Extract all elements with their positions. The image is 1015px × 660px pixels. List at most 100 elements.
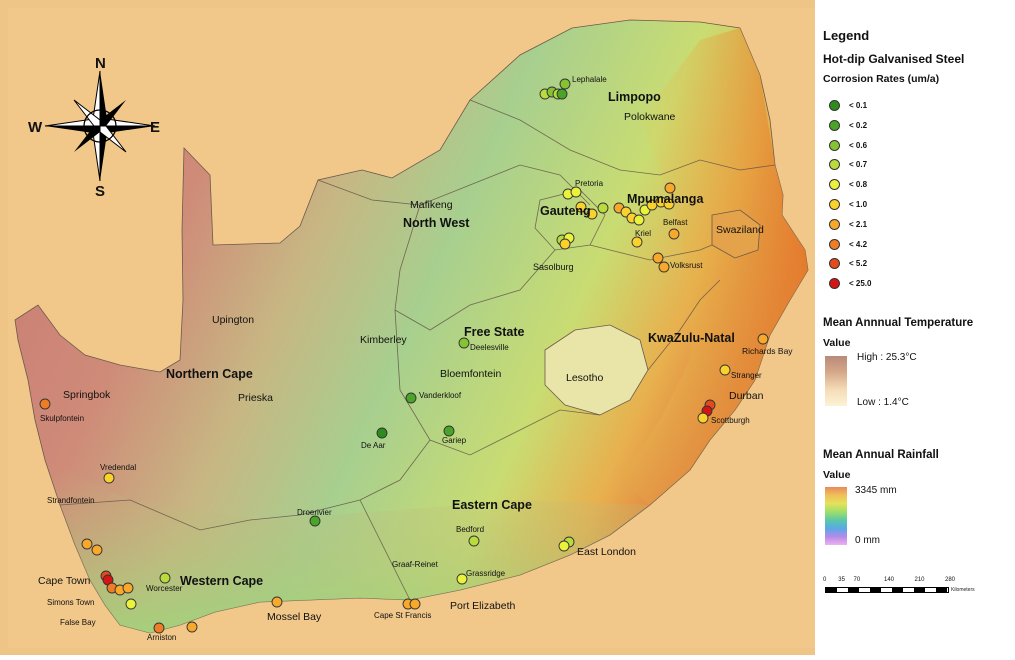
site-marker xyxy=(597,202,609,214)
site-marker xyxy=(456,573,468,585)
provincial-boundaries xyxy=(59,99,776,601)
place-label-grassridge: Grassridge xyxy=(466,569,506,578)
site-marker xyxy=(719,364,731,376)
place-label-scottburgh: Scottburgh xyxy=(711,416,750,425)
place-label-droerivier: Droerivier xyxy=(297,508,332,517)
rainfall-value-label: Value xyxy=(823,469,851,481)
legend-swatch xyxy=(829,179,840,191)
place-label-deelesville: Deelesville xyxy=(470,343,509,352)
site-marker xyxy=(664,182,676,194)
place-label-strandfontein: Strandfontein xyxy=(47,496,95,505)
site-marker xyxy=(39,398,51,410)
place-label-arniston: Arniston xyxy=(147,633,176,642)
province-label-north-west: North West xyxy=(403,216,470,230)
temperature-low-label: Low : 1.4°C xyxy=(857,397,909,408)
site-marker xyxy=(663,198,675,210)
legend-class-label: < 5.2 xyxy=(849,259,868,269)
site-marker xyxy=(122,582,134,594)
site-marker xyxy=(559,78,571,90)
place-label-polokwane: Polokwane xyxy=(624,111,676,123)
site-marker xyxy=(186,621,198,633)
lesotho-region xyxy=(544,324,649,416)
scale-unit-label: Kilometers xyxy=(951,587,975,593)
place-label-volksrust: Volksrust xyxy=(670,261,703,270)
compass-w-label: W xyxy=(28,119,43,136)
legend-swatch xyxy=(829,258,840,270)
scale-tick-label: 70 xyxy=(853,577,861,583)
province-label-mpumalanga: Mpumalanga xyxy=(627,192,704,206)
corrosion-legend-title: Hot-dip Galvanised Steel xyxy=(823,52,965,66)
place-label-kriel: Kriel xyxy=(635,229,651,238)
place-label-vanderkloof: Vanderkloof xyxy=(419,391,462,400)
legend-class-label: < 1.0 xyxy=(849,200,868,209)
place-label-false-bay: False Bay xyxy=(60,618,96,627)
place-label-sasolburg: Sasolburg xyxy=(533,262,574,272)
legend-class-label: < 0.7 xyxy=(849,160,868,170)
scale-tick-label: 210 xyxy=(914,577,925,583)
place-label-de-aar: De Aar xyxy=(361,441,386,450)
site-marker xyxy=(468,535,480,547)
province-label-free-state: Free State xyxy=(464,325,524,339)
place-label-worcester: Worcester xyxy=(146,584,183,593)
site-marker xyxy=(405,392,417,404)
scale-tick-label: 0 xyxy=(823,577,827,583)
place-label-gariep: Gariep xyxy=(442,436,467,445)
place-label-upington: Upington xyxy=(212,314,254,326)
legend-title: Legend xyxy=(823,28,870,43)
place-label-belfast: Belfast xyxy=(663,218,688,227)
legend-class-label: < 0.6 xyxy=(849,140,868,150)
legend-class-label: < 0.8 xyxy=(849,180,868,190)
compass-s-label: S xyxy=(95,183,105,200)
site-marker xyxy=(443,425,455,437)
province-label-eastern-cape: Eastern Cape xyxy=(452,498,532,512)
corrosion-legend-subtitle: Corrosion Rates (um/a) xyxy=(823,73,940,85)
site-marker xyxy=(125,598,137,610)
province-label-kwazulu-natal: KwaZulu-Natal xyxy=(648,331,735,345)
compass-n-label: N xyxy=(95,55,106,72)
place-label-skulpfontein: Skulpfontein xyxy=(40,414,84,423)
legend-panel: Legend Hot-dip Galvanised Steel Corrosio… xyxy=(815,0,1015,655)
place-label-mafikeng: Mafikeng xyxy=(410,199,453,211)
place-label-east-london: East London xyxy=(577,546,636,558)
rainfall-color-ramp xyxy=(825,487,847,545)
place-label-cape-town: Cape Town xyxy=(38,575,91,587)
site-marker xyxy=(271,596,283,608)
site-marker xyxy=(376,427,388,439)
site-marker xyxy=(91,544,103,556)
place-label-kimberley: Kimberley xyxy=(360,334,407,346)
site-marker xyxy=(586,208,598,220)
temperature-value-label: Value xyxy=(823,337,851,349)
site-marker xyxy=(668,228,680,240)
legend-swatch xyxy=(829,139,840,151)
site-marker xyxy=(409,598,421,610)
legend-swatch xyxy=(829,199,840,210)
place-label-bloemfontein: Bloemfontein xyxy=(440,368,501,380)
map-svg: N S E W xyxy=(0,0,815,655)
site-marker xyxy=(631,236,643,248)
temperature-high-label: High : 25.3°C xyxy=(857,352,917,363)
site-marker xyxy=(633,214,645,226)
site-marker xyxy=(697,412,709,424)
place-label-graaf-reinet: Graaf-Reinet xyxy=(392,560,439,569)
rainfall-min-label: 0 mm xyxy=(855,535,880,546)
site-marker xyxy=(559,238,571,250)
legend-swatch xyxy=(829,100,840,111)
province-label-western-cape: Western Cape xyxy=(180,574,263,588)
scale-tick-label: 35 xyxy=(838,577,845,583)
site-marker xyxy=(570,186,582,198)
legend-class-label: < 25.0 xyxy=(849,279,872,289)
place-label-prieska: Prieska xyxy=(238,392,273,404)
southern-coastal-greening xyxy=(45,460,650,633)
site-marker xyxy=(153,622,165,634)
place-label-mossel-bay: Mossel Bay xyxy=(267,611,322,623)
place-label-simons-town: Simons Town xyxy=(47,598,94,607)
place-label-durban: Durban xyxy=(729,390,764,402)
place-label-stranger: Stranger xyxy=(731,371,762,380)
place-label-vredendal: Vredendal xyxy=(100,463,136,472)
legend-swatch xyxy=(829,238,840,250)
legend-swatch xyxy=(829,119,840,131)
site-marker xyxy=(159,572,171,584)
legend-swatch xyxy=(829,278,840,290)
legend-class-label: < 4.2 xyxy=(849,239,868,249)
site-marker xyxy=(103,472,115,484)
